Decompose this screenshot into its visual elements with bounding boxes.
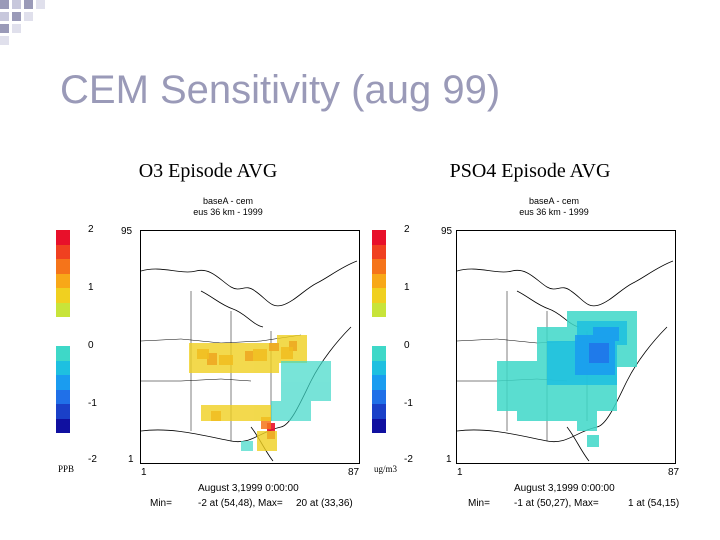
color-scale-swatch	[372, 244, 386, 259]
color-scale-swatch	[56, 346, 70, 361]
y-axis-top: 95	[121, 226, 133, 237]
color-scale-swatch	[56, 389, 70, 404]
scale-label: 2	[88, 224, 94, 235]
color-scale-bar	[56, 230, 70, 433]
pso4-map	[456, 230, 676, 464]
slide-title: CEM Sensitivity (aug 99)	[60, 68, 501, 112]
color-scale-swatch	[56, 244, 70, 259]
color-scale-swatch	[56, 331, 70, 346]
min-value: -1 at (50,27), Max=	[514, 498, 599, 509]
x-axis-right: 87	[348, 467, 360, 478]
color-scale-swatch	[372, 375, 386, 390]
color-scale-swatch	[56, 259, 70, 274]
color-scale-swatch	[56, 375, 70, 390]
panel-title: PSO4 Episode AVG	[449, 160, 611, 182]
color-scale-swatch	[372, 404, 386, 419]
min-value: -2 at (54,48), Max=	[198, 498, 283, 509]
panel-title: O3 Episode AVG	[138, 160, 278, 182]
o3-map	[140, 230, 360, 464]
max-value: 1 at (54,15)	[628, 498, 680, 509]
date-label: August 3,1999 0:00:00	[198, 483, 299, 494]
scale-label: 0	[404, 340, 410, 351]
scale-label: 1	[88, 282, 94, 293]
color-scale-swatch	[372, 331, 386, 346]
date-label: August 3,1999 0:00:00	[514, 483, 615, 494]
scale-label: 0	[88, 340, 94, 351]
min-label: Min=	[150, 498, 172, 509]
x-axis-left: 1	[141, 467, 147, 478]
grid-label: eus 36 km - 1999	[519, 207, 589, 217]
color-scale-swatch	[56, 273, 70, 288]
color-scale-bar	[372, 230, 386, 433]
min-label: Min=	[468, 498, 490, 509]
scale-label: 1	[404, 282, 410, 293]
y-axis-bottom: 1	[446, 454, 452, 465]
color-scale-swatch	[372, 288, 386, 303]
scale-label: -2	[88, 454, 97, 465]
color-scale-swatch	[372, 360, 386, 375]
color-scale-swatch	[372, 346, 386, 361]
y-axis-top: 95	[441, 226, 453, 237]
o3-panel: O3 Episode AVG baseA - cem eus 36 km - 1…	[48, 160, 368, 520]
color-scale-swatch	[372, 418, 386, 433]
run-label: baseA - cem	[528, 196, 580, 206]
corner-decoration	[0, 0, 45, 45]
pso4-panel: PSO4 Episode AVG baseA - cem eus 36 km -…	[364, 160, 684, 520]
color-scale-swatch	[56, 317, 70, 332]
color-scale-swatch	[56, 288, 70, 303]
x-axis-right: 87	[668, 467, 680, 478]
color-scale-swatch	[56, 404, 70, 419]
color-scale-swatch	[56, 230, 70, 245]
color-scale-swatch	[372, 302, 386, 317]
max-value: 20 at (33,36)	[296, 498, 353, 509]
x-axis-left: 1	[457, 467, 463, 478]
color-scale-swatch	[56, 360, 70, 375]
scale-label: -1	[88, 398, 97, 409]
color-scale-swatch	[56, 302, 70, 317]
scale-label: -1	[404, 398, 413, 409]
color-scale-swatch	[372, 389, 386, 404]
scale-label: -2	[404, 454, 413, 465]
y-axis-bottom: 1	[128, 454, 134, 465]
color-scale-swatch	[372, 317, 386, 332]
units-label: PPB	[58, 464, 75, 474]
scale-label: 2	[404, 224, 410, 235]
color-scale-swatch	[372, 273, 386, 288]
color-scale-swatch	[56, 418, 70, 433]
color-scale-swatch	[372, 230, 386, 245]
units-label: ug/m3	[374, 464, 398, 474]
grid-label: eus 36 km - 1999	[193, 207, 263, 217]
run-label: baseA - cem	[202, 196, 254, 206]
color-scale-swatch	[372, 259, 386, 274]
